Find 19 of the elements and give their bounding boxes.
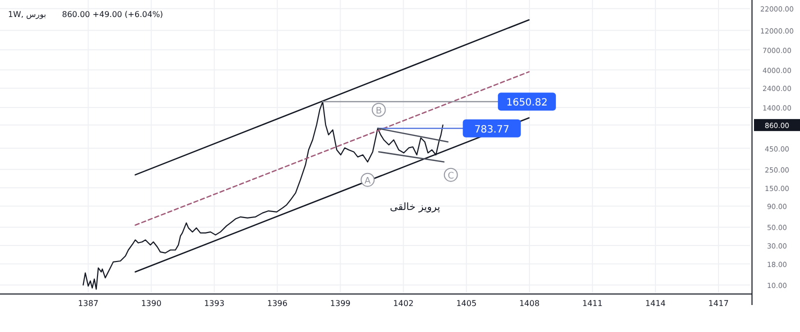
xtick: 1396: [267, 299, 288, 308]
xtick: 1387: [78, 299, 98, 308]
title: 1W, بورس: [8, 10, 46, 19]
subtitle: 860.00 +49.00 (+6.04%): [62, 10, 164, 19]
data-label: 1650.82: [506, 98, 548, 109]
xtick: 1393: [204, 299, 224, 308]
annotation: B: [376, 106, 382, 116]
data-label: 783.77: [474, 124, 510, 136]
xtick: 1405: [456, 299, 477, 308]
annotation: پرویز خالقی: [390, 202, 440, 213]
annotation: C: [448, 171, 454, 182]
xtick: 1408: [519, 299, 540, 308]
xtick: 1411: [582, 299, 603, 308]
annotation: A: [364, 176, 371, 186]
xtick: 1399: [330, 299, 351, 308]
xtick: 1390: [141, 299, 162, 308]
xtick: 1414: [645, 299, 666, 308]
xtick: 1402: [393, 299, 414, 308]
xtick: 1417: [708, 299, 729, 308]
